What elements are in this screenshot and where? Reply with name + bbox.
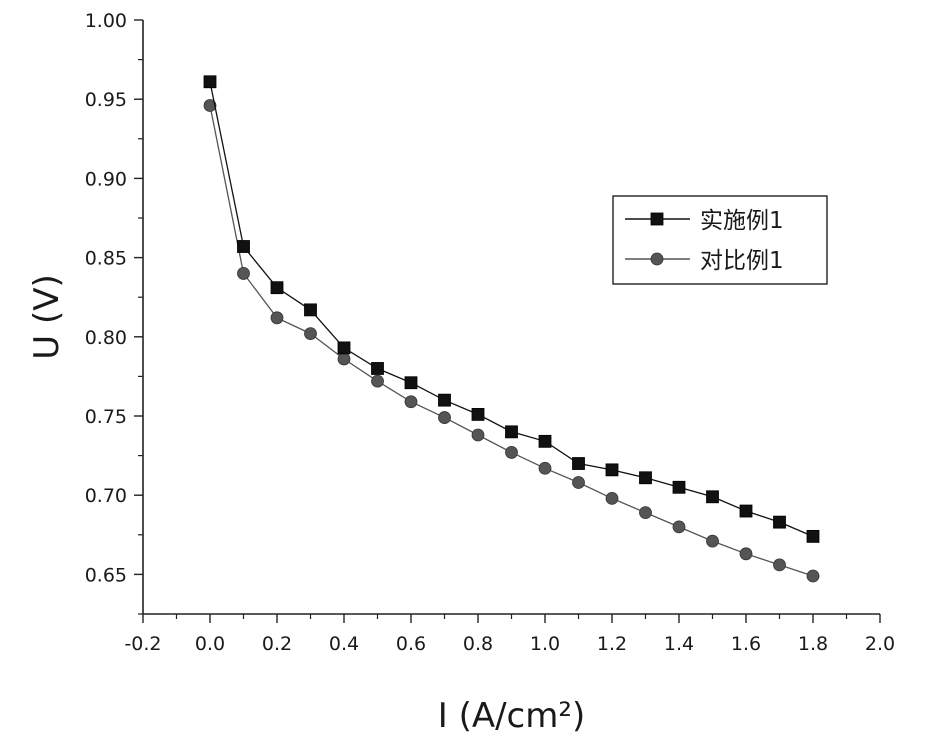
y-tick-label: 0.90 (85, 168, 127, 190)
data-point (438, 411, 451, 424)
data-point (572, 457, 585, 470)
data-point (337, 341, 351, 355)
y-tick-label: 0.80 (85, 327, 127, 349)
x-tick-label: 1.2 (597, 633, 627, 655)
x-tick-label: 0.8 (463, 633, 493, 655)
y-axis-title: U (V) (27, 274, 67, 359)
legend: 实施例1 对比例1 (612, 195, 828, 285)
y-tick-label: 0.95 (85, 89, 127, 111)
data-point (203, 75, 217, 89)
axes: -0.2 0.0 0.2 0.4 0.6 0.8 1.0 1.2 1.4 1.6 1.8 2.0 0.6… (85, 10, 895, 655)
series-layer (203, 75, 820, 583)
x-tick-label: 1.6 (731, 633, 761, 655)
data-point (672, 480, 686, 494)
data-point (572, 476, 585, 489)
y-tick-label: 0.70 (85, 485, 127, 507)
data-point (639, 471, 652, 485)
data-point (739, 504, 753, 518)
x-tick-label: 1.0 (530, 633, 560, 655)
data-point (304, 303, 317, 317)
y-tick-label: 1.00 (85, 10, 127, 32)
data-point (605, 463, 619, 477)
data-point (203, 99, 217, 112)
data-point (337, 352, 351, 366)
data-point (538, 461, 552, 475)
data-point (706, 534, 719, 548)
data-point (806, 529, 820, 543)
legend-label: 对比例1 (700, 248, 784, 274)
data-point (270, 311, 284, 325)
data-point (237, 267, 250, 280)
series-1 (203, 75, 820, 543)
x-tick-label: 1.8 (798, 633, 828, 655)
data-point (672, 520, 686, 534)
data-point (773, 558, 786, 572)
x-tick-label: 0.2 (262, 633, 292, 655)
data-point (471, 428, 485, 442)
legend-box (612, 195, 828, 285)
data-point (471, 408, 485, 421)
y-tick-label: 0.85 (85, 248, 127, 270)
data-point (806, 569, 820, 583)
data-point (505, 425, 518, 439)
x-axis-title: I (A/cm²) (438, 696, 586, 736)
series-2 (203, 99, 820, 583)
y-tick-label: 0.65 (85, 564, 127, 586)
legend-marker (650, 212, 664, 226)
data-point (237, 240, 250, 253)
x-tick-label: 1.4 (664, 633, 694, 655)
x-tick-label: 0.6 (396, 633, 426, 655)
data-point (371, 362, 384, 375)
data-point (706, 490, 719, 504)
data-point (505, 446, 518, 459)
data-point (538, 434, 552, 448)
x-tick-label: 2.0 (865, 633, 895, 655)
x-tick-label: -0.2 (124, 633, 161, 655)
data-point (773, 515, 786, 529)
x-tick-label: 0.4 (329, 633, 359, 655)
data-point (639, 506, 652, 520)
data-point (270, 281, 284, 295)
legend-marker (650, 252, 664, 266)
data-point (739, 547, 753, 561)
data-point (605, 491, 619, 505)
y-tick-label: 0.75 (85, 406, 127, 428)
legend-label: 实施例1 (700, 208, 784, 234)
data-point (371, 374, 384, 388)
data-point (438, 393, 451, 407)
x-tick-label: 0.0 (195, 633, 225, 655)
data-point (404, 376, 418, 390)
data-point (304, 327, 317, 341)
data-point (404, 395, 418, 409)
